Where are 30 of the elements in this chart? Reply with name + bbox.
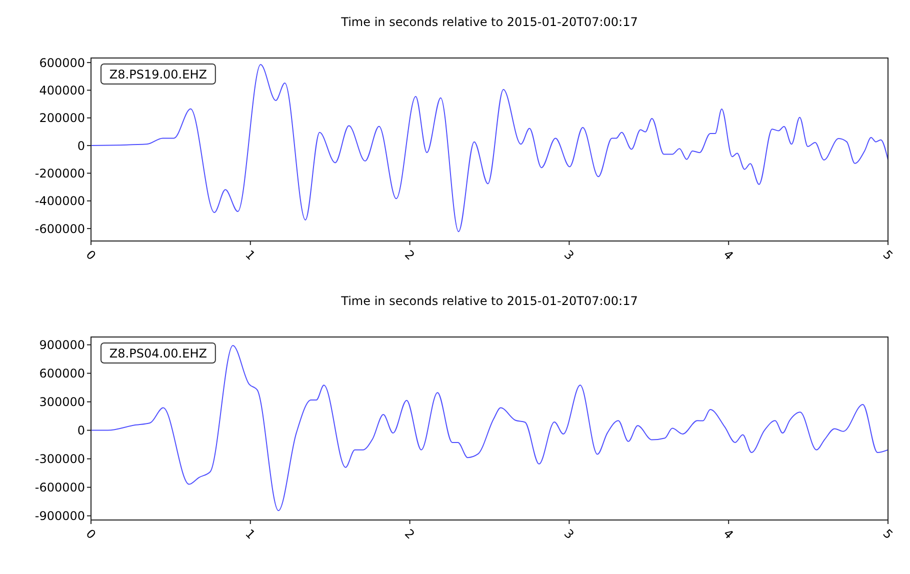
x-tick-label: 1 [242,526,258,542]
y-tick-label: 200000 [39,111,85,126]
x-tick-label: 5 [880,526,896,542]
x-tick-label: 3 [561,526,577,542]
y-tick-label: -200000 [34,166,85,180]
y-tick-label: -600000 [34,480,85,495]
chart-title: Time in seconds relative to 2015-01-20T07:00:17 [340,294,638,308]
y-tick-label: 600000 [39,56,85,70]
y-tick-label: -900000 [34,509,85,524]
y-tick-label: -300000 [34,452,85,466]
y-tick-label: 400000 [39,83,85,98]
x-tick-label: 4 [720,526,736,542]
y-tick-label: 900000 [39,338,85,352]
annotation: Z8.PS04.00.EHZ [109,346,207,360]
y-tick-label: 600000 [39,366,85,380]
x-tick-label: 3 [561,247,577,263]
chart-title: Time in seconds relative to 2015-01-20T07:00:17 [340,15,638,29]
annotation: Z8.PS19.00.EHZ [109,68,207,82]
y-tick-label: 0 [77,138,85,153]
y-tick-label: 300000 [39,395,85,409]
line-series [91,344,888,512]
y-tick-label: -400000 [34,194,85,208]
line-series [91,64,888,232]
x-tick-label: 1 [242,247,258,263]
y-tick-label: -600000 [34,222,85,236]
y-tick-label: 0 [77,424,85,438]
x-tick-label: 2 [402,526,418,542]
x-tick-label: 5 [880,247,896,263]
x-tick-label: 4 [720,247,736,263]
x-tick-label: 2 [402,247,418,263]
